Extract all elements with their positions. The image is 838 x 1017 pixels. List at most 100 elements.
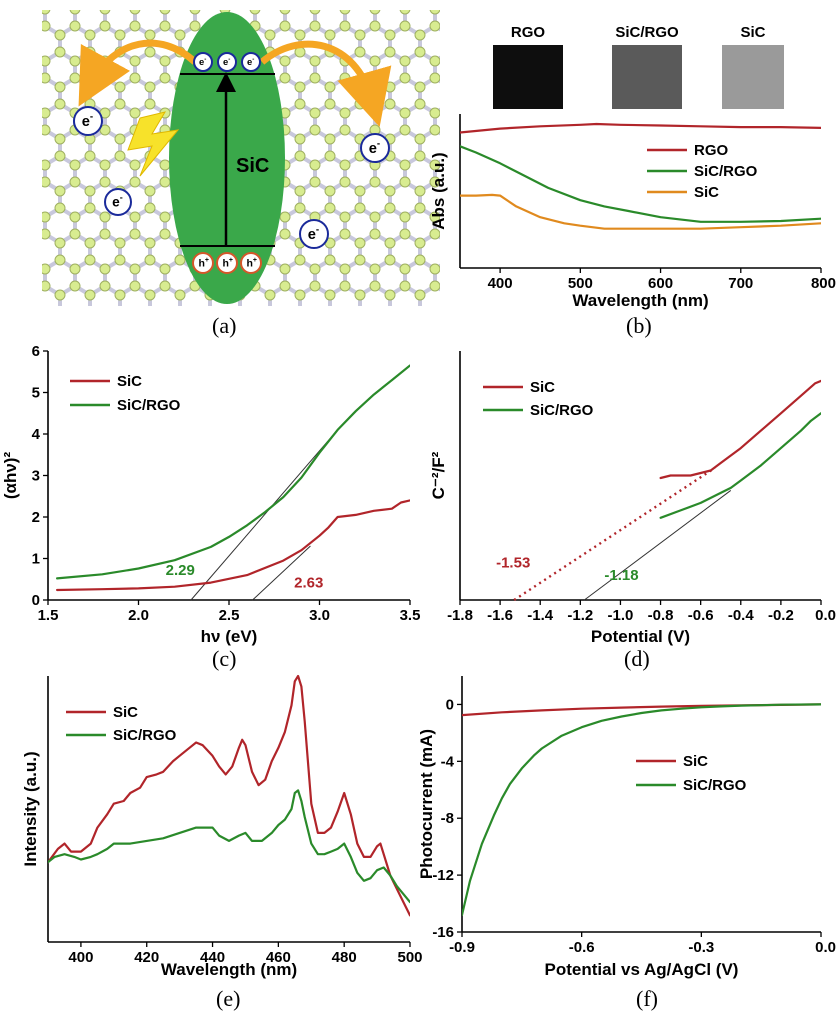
x-tick-label: 460 <box>266 949 291 966</box>
annotation-label: 2.29 <box>166 562 195 579</box>
y-tick-label: 6 <box>32 343 40 360</box>
fit-line <box>252 545 311 601</box>
x-tick-label: 440 <box>200 949 225 966</box>
x-tick-label: 480 <box>332 949 357 966</box>
y-tick-label: 2 <box>32 509 40 526</box>
series-line-sic <box>56 499 410 592</box>
panel-a-schematic: SiC e-e-e- h+ h+ h+ e-e-e-e- (a) <box>42 10 440 338</box>
x-axis-label: Potential vs Ag/AgCl (V) <box>545 960 739 979</box>
band-hole-charge: + <box>205 257 209 264</box>
x-tick-label: 2.0 <box>128 607 149 624</box>
band-hole-symbol: h+ <box>247 257 258 270</box>
chart-e: 400 420 440 460 480 500 Wavelength (nm) Intensi… <box>21 674 423 979</box>
annotation-label: -1.18 <box>604 567 638 584</box>
series-line-sic <box>48 674 410 917</box>
x-tick-label: -0.4 <box>728 607 755 624</box>
band-electron: e- <box>241 52 261 72</box>
electrons-in-band: e-e-e- <box>193 52 261 72</box>
legend-label: RGO <box>694 142 729 159</box>
y-tick-label: 1 <box>32 551 40 568</box>
photo-sic-rgo <box>612 45 682 109</box>
x-tick-label: 3.0 <box>309 607 330 624</box>
x-tick-label: -0.3 <box>688 939 714 956</box>
x-tick-label: -1.6 <box>487 607 513 624</box>
legend-label: SiC <box>113 704 138 721</box>
x-tick-label: 0.0 <box>815 939 836 956</box>
panel-label-e: (e) <box>216 986 240 1011</box>
panel-label-b: (b) <box>626 313 652 338</box>
x-tick-label: -0.9 <box>449 939 475 956</box>
x-tick-label: 0.0 <box>815 607 836 624</box>
y-tick-label: 3 <box>32 468 40 485</box>
band-hole: h+ <box>192 252 214 274</box>
band-hole-symbol: h+ <box>199 257 210 270</box>
band-electron-circle <box>193 52 213 72</box>
y-tick-label: 4 <box>32 426 41 443</box>
y-axis-label: Intensity (a.u.) <box>21 751 40 866</box>
panel-label-a: (a) <box>212 313 236 338</box>
graphene-electron-charge: - <box>120 193 123 203</box>
graphene-electron: e- <box>73 106 103 136</box>
x-axis-label: Potential (V) <box>591 627 690 646</box>
panel-label-f: (f) <box>636 986 658 1011</box>
legend-label: SiC <box>694 184 719 201</box>
x-tick-label: 500 <box>568 275 593 292</box>
x-axis-label: Wavelength (nm) <box>572 291 708 310</box>
band-hole-circle <box>192 252 214 274</box>
graphene-electron-circle <box>104 188 132 216</box>
series-line-sic-rgo <box>659 412 821 519</box>
photo-label-sic-rgo: SiC/RGO <box>615 24 679 41</box>
sic-label: SiC <box>236 155 269 177</box>
sample-photos: RGO SiC/RGO SiC <box>493 24 784 109</box>
y-tick-label: -12 <box>432 867 454 884</box>
graphene-electron-circle <box>73 106 103 136</box>
graphene-electron-symbol: e- <box>308 225 319 243</box>
x-tick-label: -1.2 <box>567 607 593 624</box>
graphene-electron-symbol: e- <box>82 112 93 130</box>
series-line-sic-rgo <box>460 145 821 223</box>
series-line-sic <box>460 193 821 230</box>
x-tick-label: 400 <box>488 275 513 292</box>
x-axis-label: hν (eV) <box>201 627 258 646</box>
photo-label-sic: SiC <box>740 24 765 41</box>
y-tick-label: 5 <box>32 385 40 402</box>
y-tick-label: 0 <box>446 696 454 713</box>
legend-label: SiC <box>117 373 142 390</box>
x-tick-label: -0.6 <box>688 607 714 624</box>
photo-sic <box>722 45 784 109</box>
x-tick-label: -1.8 <box>447 607 473 624</box>
band-electron: e- <box>193 52 213 72</box>
band-hole-symbol: h+ <box>223 257 234 270</box>
band-hole-circle <box>216 252 238 274</box>
band-electron-charge: - <box>204 56 206 63</box>
photo-label-rgo: RGO <box>511 24 546 41</box>
graphene-electron-charge: - <box>316 225 319 236</box>
x-tick-label: 1.5 <box>38 607 59 624</box>
band-electron-symbol: e- <box>199 56 206 68</box>
panel-b: RGO SiC/RGO SiC (b) <box>493 24 784 338</box>
transfer-arrow-right <box>259 40 392 127</box>
series-line-rgo <box>460 122 821 134</box>
fit-line <box>584 490 732 601</box>
legend-label: SiC <box>530 379 555 396</box>
y-axis-label: Photocurrent (mA) <box>417 729 436 879</box>
band-electron-symbol: e- <box>247 56 254 68</box>
x-tick-label: -1.4 <box>527 607 554 624</box>
series-line-sic <box>659 379 821 480</box>
transfer-arrow-left <box>78 39 198 107</box>
chart-d: -1.8 -1.6 -1.4 -1.2 -1.0 -0.8 -0.6 -0.4 -0.2 0.0 P… <box>429 351 836 646</box>
annotation-label: 2.63 <box>294 575 323 592</box>
graphene-electron-circle <box>360 133 390 163</box>
band-electron-circle <box>217 52 237 72</box>
series-line-sic-rgo <box>56 364 410 580</box>
x-tick-label: 500 <box>397 949 422 966</box>
graphene-electron-charge: - <box>377 139 380 150</box>
x-axis-label: Wavelength (nm) <box>161 960 297 979</box>
x-tick-label: -1.0 <box>608 607 634 624</box>
legend-label: SiC/RGO <box>530 402 594 419</box>
legend-label: SiC/RGO <box>683 777 747 794</box>
x-tick-label: -0.8 <box>648 607 674 624</box>
chart-b: 400 500 600 700 800 Wavelength (nm) Abs (a.u.)… <box>429 114 836 310</box>
graphene-electron-charge: - <box>90 112 93 123</box>
